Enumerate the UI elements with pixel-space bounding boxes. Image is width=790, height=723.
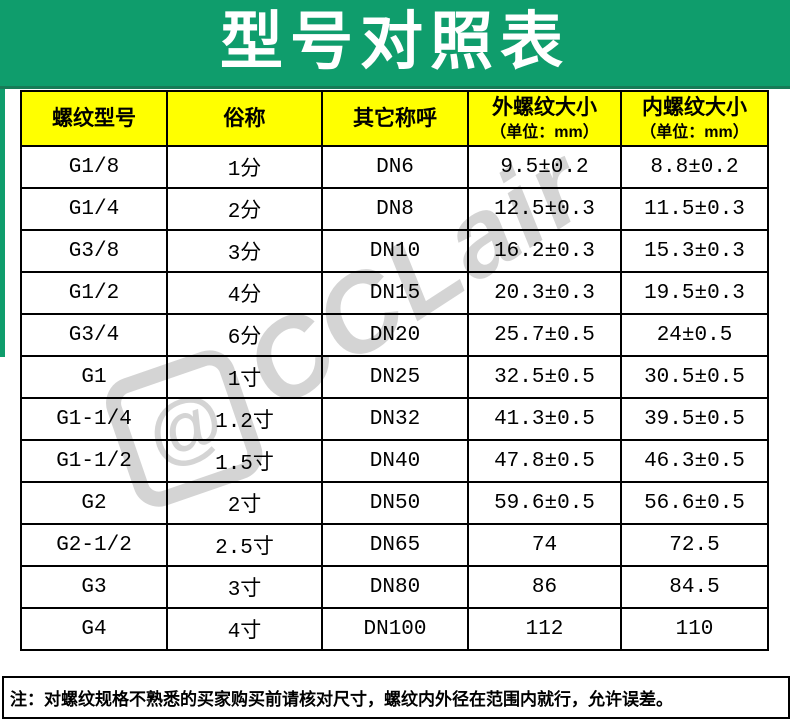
table-cell: DN100 — [321, 607, 469, 651]
table-cell: 4寸 — [166, 607, 323, 651]
table-cell: G3/8 — [20, 229, 168, 273]
table-cell: G1-1/2 — [20, 439, 168, 483]
table-cell: 4分 — [166, 271, 323, 315]
table-cell: 59.6±0.5 — [467, 481, 622, 525]
table-cell: 30.5±0.5 — [620, 355, 769, 399]
column-header: 螺纹型号 — [20, 90, 168, 147]
footnote: 注：对螺纹规格不熟悉的买家购买前请核对尺寸，螺纹内外径在范围内就行，允许误差。 — [2, 676, 790, 719]
table-row: G4 4寸 DN100 112 110 — [20, 607, 769, 651]
table-cell: DN50 — [321, 481, 469, 525]
table-cell: 8.8±0.2 — [620, 145, 769, 189]
table-cell: 56.6±0.5 — [620, 481, 769, 525]
table-cell: 6分 — [166, 313, 323, 357]
table-cell: DN20 — [321, 313, 469, 357]
table-row: G2-1/2 2.5寸 DN65 74 72.5 — [20, 523, 769, 567]
table-cell: 72.5 — [620, 523, 769, 567]
table-cell: 1.2寸 — [166, 397, 323, 441]
table-cell: 20.3±0.3 — [467, 271, 622, 315]
table-cell: DN10 — [321, 229, 469, 273]
table-cell: 19.5±0.3 — [620, 271, 769, 315]
table-header-row: 螺纹型号 俗称 其它称呼 外螺纹大小 （单位：mm） 内螺纹大小 （单位：mm） — [20, 90, 769, 147]
table-cell: 3分 — [166, 229, 323, 273]
table-row: G3 3寸 DN80 86 84.5 — [20, 565, 769, 609]
table-cell: G1/8 — [20, 145, 168, 189]
table-cell: 39.5±0.5 — [620, 397, 769, 441]
table-cell: 2.5寸 — [166, 523, 323, 567]
table-cell: 47.8±0.5 — [467, 439, 622, 483]
table-cell: 15.3±0.3 — [620, 229, 769, 273]
band-edge-line — [0, 86, 790, 89]
table-row: G3/4 6分 DN20 25.7±0.5 24±0.5 — [20, 313, 769, 357]
table-cell: G1 — [20, 355, 168, 399]
column-header: 外螺纹大小 （单位：mm） — [467, 90, 622, 147]
table-cell: 24±0.5 — [620, 313, 769, 357]
table-cell: G1-1/4 — [20, 397, 168, 441]
table-cell: G1/4 — [20, 187, 168, 231]
table-cell: DN25 — [321, 355, 469, 399]
table-cell: G4 — [20, 607, 168, 651]
table-cell: DN65 — [321, 523, 469, 567]
table-cell: 25.7±0.5 — [467, 313, 622, 357]
title-band: 型号对照表 — [0, 0, 790, 89]
table-cell: 1.5寸 — [166, 439, 323, 483]
table-row: G1/2 4分 DN15 20.3±0.3 19.5±0.3 — [20, 271, 769, 315]
table-body: G1/8 1分 DN6 9.5±0.2 8.8±0.2 G1/4 2分 DN8 12.5±0.3… — [20, 145, 769, 651]
table-cell: 9.5±0.2 — [467, 145, 622, 189]
table-cell: 1分 — [166, 145, 323, 189]
table-cell: 74 — [467, 523, 622, 567]
table-row: G2 2寸 DN50 59.6±0.5 56.6±0.5 — [20, 481, 769, 525]
table-cell: DN40 — [321, 439, 469, 483]
thread-size-table: 螺纹型号 俗称 其它称呼 外螺纹大小 （单位：mm） 内螺纹大小 （单位：mm） G1/8 1… — [20, 90, 769, 651]
table-cell: 84.5 — [620, 565, 769, 609]
table-row: G1-1/4 1.2寸 DN32 41.3±0.5 39.5±0.5 — [20, 397, 769, 441]
table-cell: DN32 — [321, 397, 469, 441]
table-cell: DN80 — [321, 565, 469, 609]
column-header: 其它称呼 — [321, 90, 469, 147]
table-cell: 11.5±0.3 — [620, 187, 769, 231]
table-cell: G2 — [20, 481, 168, 525]
table-cell: G3/4 — [20, 313, 168, 357]
table-cell: 41.3±0.5 — [467, 397, 622, 441]
column-header: 内螺纹大小 （单位：mm） — [620, 90, 769, 147]
table-cell: 46.3±0.5 — [620, 439, 769, 483]
table-cell: 112 — [467, 607, 622, 651]
table-cell: DN15 — [321, 271, 469, 315]
table-row: G1/4 2分 DN8 12.5±0.3 11.5±0.3 — [20, 187, 769, 231]
table-cell: 32.5±0.5 — [467, 355, 622, 399]
footnote-text: 注：对螺纹规格不熟悉的买家购买前请核对尺寸，螺纹内外径在范围内就行，允许误差。 — [10, 690, 673, 709]
table-cell: 86 — [467, 565, 622, 609]
table-cell: G2-1/2 — [20, 523, 168, 567]
table-row: G3/8 3分 DN10 16.2±0.3 15.3±0.3 — [20, 229, 769, 273]
table-cell: 110 — [620, 607, 769, 651]
table-cell: DN6 — [321, 145, 469, 189]
table-cell: 12.5±0.3 — [467, 187, 622, 231]
table-cell: G1/2 — [20, 271, 168, 315]
table-row: G1-1/2 1.5寸 DN40 47.8±0.5 46.3±0.5 — [20, 439, 769, 483]
table-row: G1/8 1分 DN6 9.5±0.2 8.8±0.2 — [20, 145, 769, 189]
left-green-strip — [0, 89, 5, 357]
table-cell: 2分 — [166, 187, 323, 231]
table-cell: 3寸 — [166, 565, 323, 609]
page-title: 型号对照表 — [220, 7, 570, 77]
table-cell: 16.2±0.3 — [467, 229, 622, 273]
table-cell: G3 — [20, 565, 168, 609]
table-cell: DN8 — [321, 187, 469, 231]
column-header: 俗称 — [166, 90, 323, 147]
table-cell: 2寸 — [166, 481, 323, 525]
table-row: G1 1寸 DN25 32.5±0.5 30.5±0.5 — [20, 355, 769, 399]
table-cell: 1寸 — [166, 355, 323, 399]
